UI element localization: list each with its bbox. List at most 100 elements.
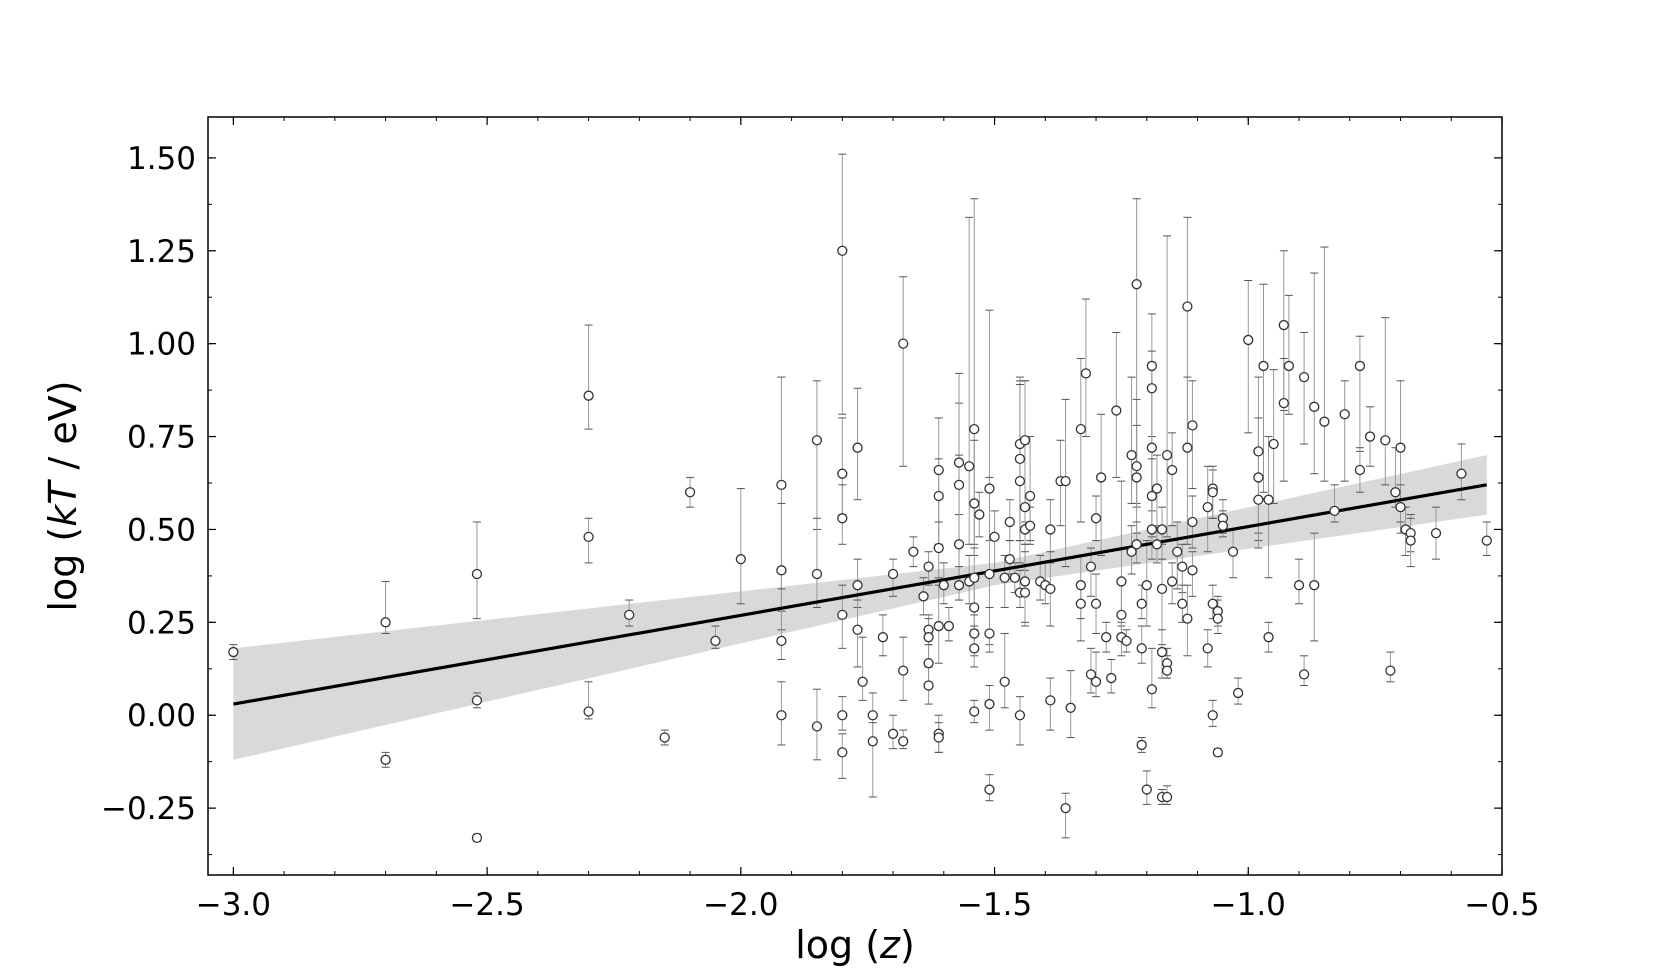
data-point: [1232, 687, 1244, 699]
data-point: [953, 479, 965, 491]
data-point: [898, 665, 909, 676]
y-tick-label: 1.25: [127, 234, 196, 270]
data-point: [1146, 490, 1158, 502]
error-bar: [1300, 332, 1309, 445]
data-point: [1116, 576, 1127, 587]
data-point: [1167, 464, 1178, 476]
data-point: [776, 710, 787, 721]
data-point: [837, 245, 848, 256]
data-point: [1111, 405, 1122, 416]
data-point: [918, 591, 929, 602]
y-tick-label: 1.00: [127, 327, 196, 363]
data-point: [1258, 360, 1269, 372]
data-point: [1156, 646, 1168, 658]
error-bar: [1147, 647, 1156, 709]
data-point: [1278, 319, 1289, 331]
data-point: [1187, 420, 1198, 431]
data-point: [923, 658, 934, 669]
data-point: [1319, 416, 1330, 427]
x-axis-ticks: −3.0 −2.5 −2.0 −1.5 −1.0 −0.5: [196, 117, 1540, 923]
data-point: [1298, 371, 1310, 383]
data-point: [1024, 490, 1036, 502]
data-point: [1090, 598, 1102, 609]
data-point: [1380, 435, 1391, 446]
data-point: [776, 479, 787, 491]
data-point: [857, 676, 868, 687]
error-bar: [1081, 298, 1090, 438]
data-point: [1019, 576, 1031, 587]
data-point: [471, 568, 483, 580]
data-point: [811, 721, 823, 732]
data-point: [1131, 461, 1142, 472]
data-point: [898, 338, 909, 349]
error-bar: [1076, 358, 1085, 523]
data-point: [1202, 501, 1213, 513]
data-point: [1298, 669, 1310, 680]
data-point: [811, 568, 823, 580]
data-point: [1243, 334, 1254, 346]
data-point: [1212, 613, 1223, 624]
error-bar: [1320, 246, 1329, 482]
data-point: [583, 531, 594, 543]
error-bar: [1127, 376, 1136, 504]
data-point: [1126, 449, 1137, 461]
error-bar: [1279, 358, 1288, 482]
data-point: [837, 513, 848, 524]
data-point: [1146, 383, 1158, 394]
data-point: [380, 754, 391, 765]
error-bar: [858, 636, 867, 701]
data-point: [1161, 449, 1173, 461]
data-point: [1136, 598, 1147, 609]
data-point: [1136, 739, 1147, 751]
data-point: [1278, 397, 1289, 409]
error-bar: [899, 276, 908, 467]
error-bar: [1061, 792, 1070, 839]
error-bar: [1020, 551, 1029, 623]
data-point: [811, 435, 823, 446]
x-axis-label: log (z): [795, 923, 915, 967]
data-point: [1395, 501, 1406, 513]
data-point: [1227, 546, 1239, 557]
data-point: [1481, 535, 1492, 546]
data-point: [1385, 665, 1396, 676]
error-bar: [1355, 335, 1364, 452]
data-point: [1014, 475, 1026, 487]
data-point: [1339, 409, 1350, 420]
data-point: [943, 620, 955, 632]
data-point: [1085, 561, 1097, 572]
data-point: [735, 554, 746, 565]
data-point: [984, 628, 995, 639]
data-point: [984, 483, 995, 494]
data-point: [969, 602, 980, 613]
data-point: [1075, 580, 1086, 591]
data-point: [933, 464, 944, 476]
data-point: [938, 580, 949, 591]
error-bar: [1188, 380, 1197, 490]
x-tick-label: −3.0: [196, 887, 271, 923]
error-bar: [970, 439, 979, 556]
data-point: [1151, 539, 1163, 550]
data-point: [852, 580, 863, 591]
data-point: [1065, 702, 1076, 713]
data-point: [1202, 643, 1213, 654]
error-bar: [1112, 332, 1121, 478]
data-point: [1263, 494, 1274, 505]
data-point: [969, 706, 980, 717]
error-bar: [965, 216, 974, 545]
error-bar: [1097, 413, 1106, 556]
data-point: [471, 695, 483, 706]
data-point: [898, 736, 909, 747]
data-point: [1430, 528, 1442, 539]
y-axis-ticks: −0.25 0.00 0.25 0.50 0.75 1.00 1.25 1.50: [101, 141, 1502, 856]
data-point: [969, 423, 980, 435]
error-bar: [1310, 272, 1319, 475]
data-point: [1131, 539, 1142, 550]
data-point: [1187, 565, 1198, 576]
data-point: [887, 568, 899, 580]
data-points: [228, 245, 1492, 843]
data-point: [1182, 442, 1193, 453]
data-point: [583, 390, 594, 401]
error-bar: [1086, 547, 1095, 597]
data-point: [1090, 676, 1102, 687]
data-point: [999, 676, 1010, 687]
